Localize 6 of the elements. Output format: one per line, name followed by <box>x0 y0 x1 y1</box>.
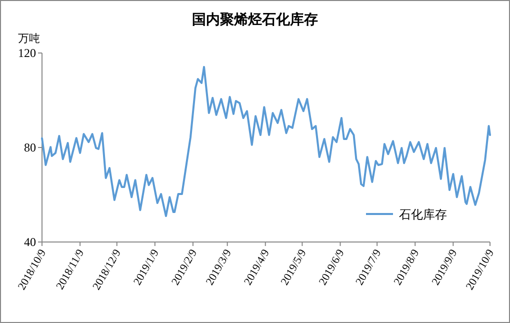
legend-label: 石化库存 <box>399 208 447 222</box>
y-tick-label: 80 <box>24 140 36 154</box>
y-axis-title: 万吨 <box>18 32 40 45</box>
y-tick-label: 120 <box>18 46 36 60</box>
chart-title: 国内聚烯烃石化库存 <box>192 11 318 28</box>
y-tick-label: 40 <box>24 235 36 249</box>
